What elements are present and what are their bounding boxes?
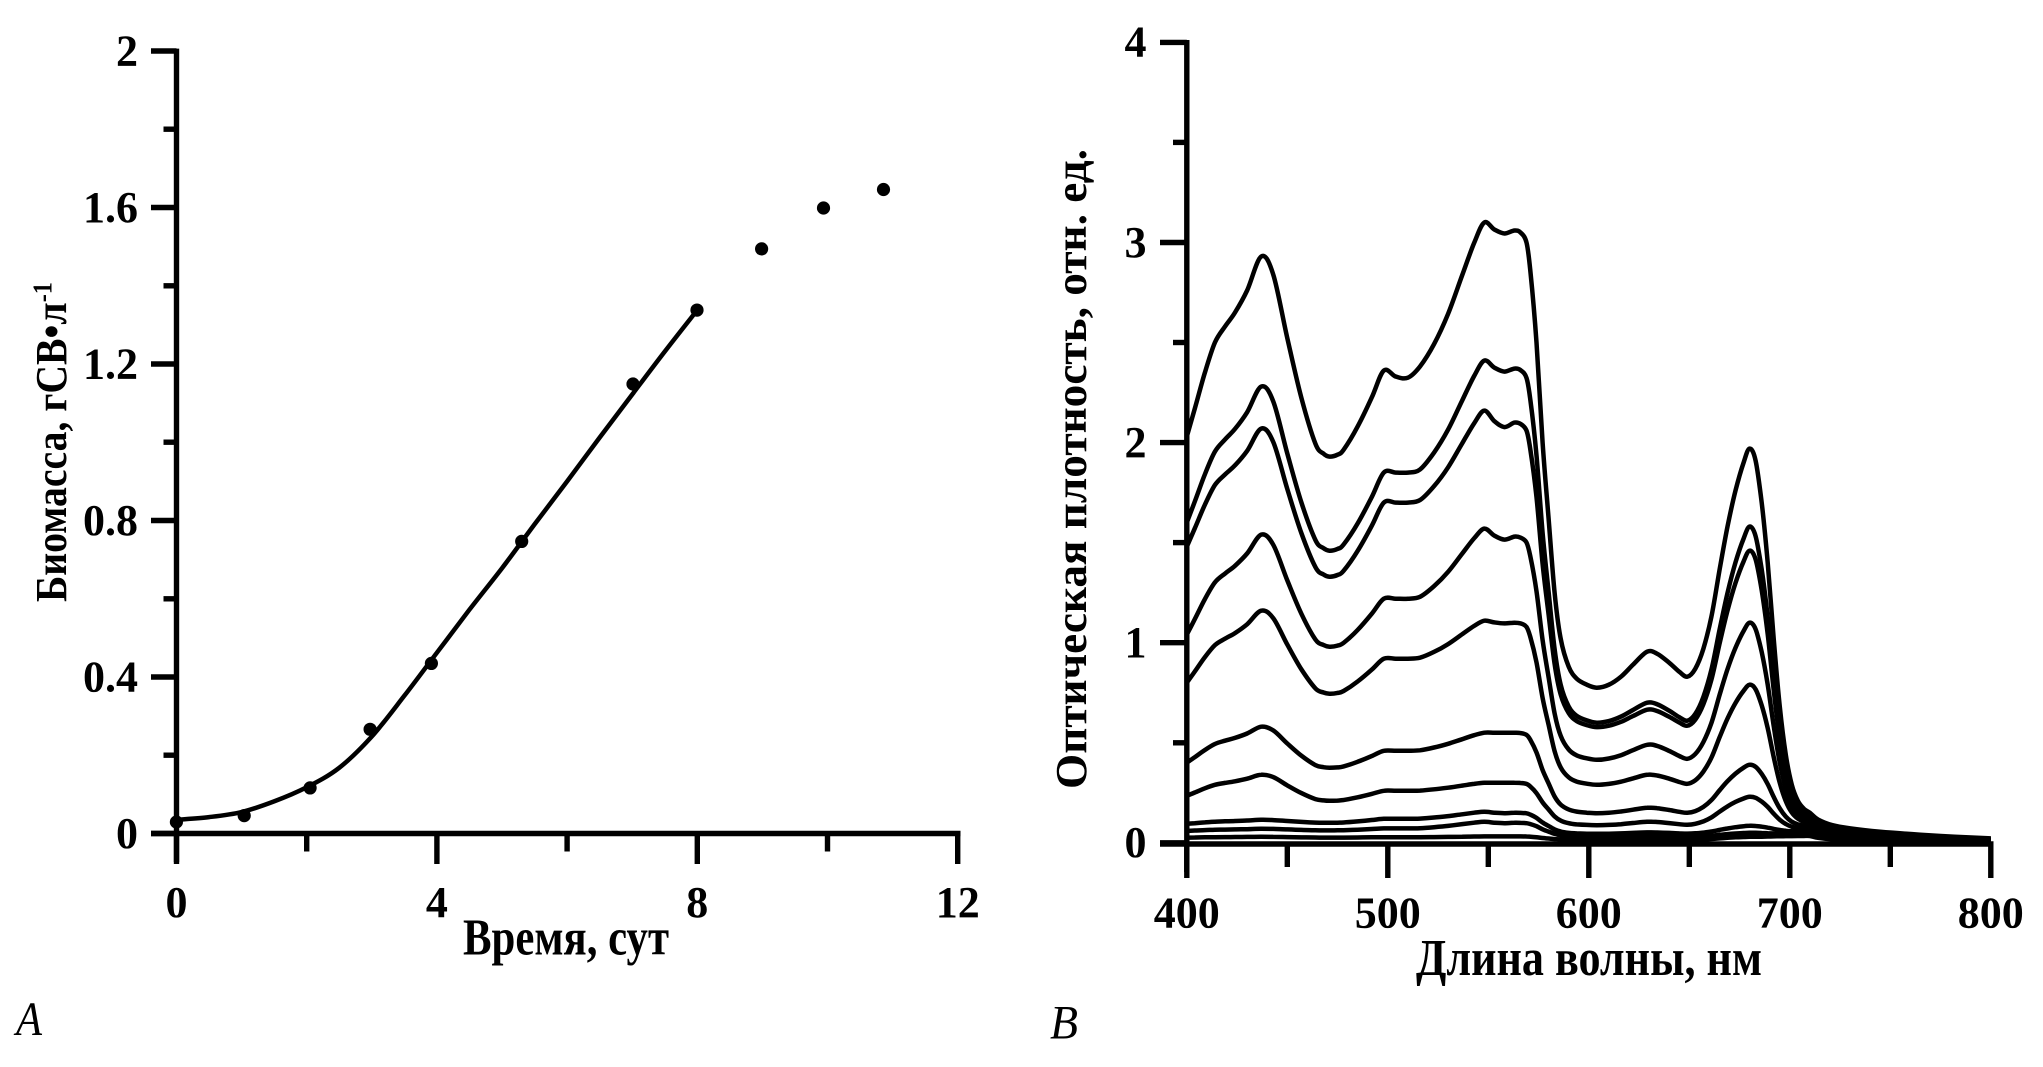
svg-text:0.4: 0.4 <box>83 652 138 701</box>
svg-text:1.6: 1.6 <box>83 183 138 232</box>
svg-text:1: 1 <box>1125 618 1147 667</box>
svg-text:4: 4 <box>1125 18 1147 67</box>
svg-text:500: 500 <box>1355 889 1421 938</box>
svg-text:Время, сут: Время, сут <box>463 910 669 967</box>
svg-text:2: 2 <box>1125 418 1147 467</box>
svg-text:2: 2 <box>116 26 138 75</box>
svg-text:A: A <box>13 993 42 1046</box>
svg-text:8: 8 <box>686 878 708 927</box>
svg-text:0: 0 <box>1125 818 1147 867</box>
svg-text:400: 400 <box>1154 889 1220 938</box>
svg-text:600: 600 <box>1556 889 1622 938</box>
svg-text:800: 800 <box>1958 889 2024 938</box>
svg-text:0: 0 <box>166 878 188 927</box>
svg-text:B: B <box>1050 997 1078 1050</box>
svg-text:12: 12 <box>936 878 980 927</box>
svg-text:Биомасса, гСВ•л-1: Биомасса, гСВ•л-1 <box>27 282 76 602</box>
svg-text:700: 700 <box>1757 889 1823 938</box>
svg-text:0.8: 0.8 <box>83 496 138 545</box>
svg-text:4: 4 <box>426 878 448 927</box>
svg-text:1.2: 1.2 <box>83 339 138 388</box>
svg-text:Оптическая плотность, отн. ед.: Оптическая плотность, отн. ед. <box>1047 149 1096 789</box>
svg-text:Длина волны, нм: Длина волны, нм <box>1416 930 1762 987</box>
svg-text:0: 0 <box>116 809 138 858</box>
svg-text:3: 3 <box>1125 218 1147 267</box>
